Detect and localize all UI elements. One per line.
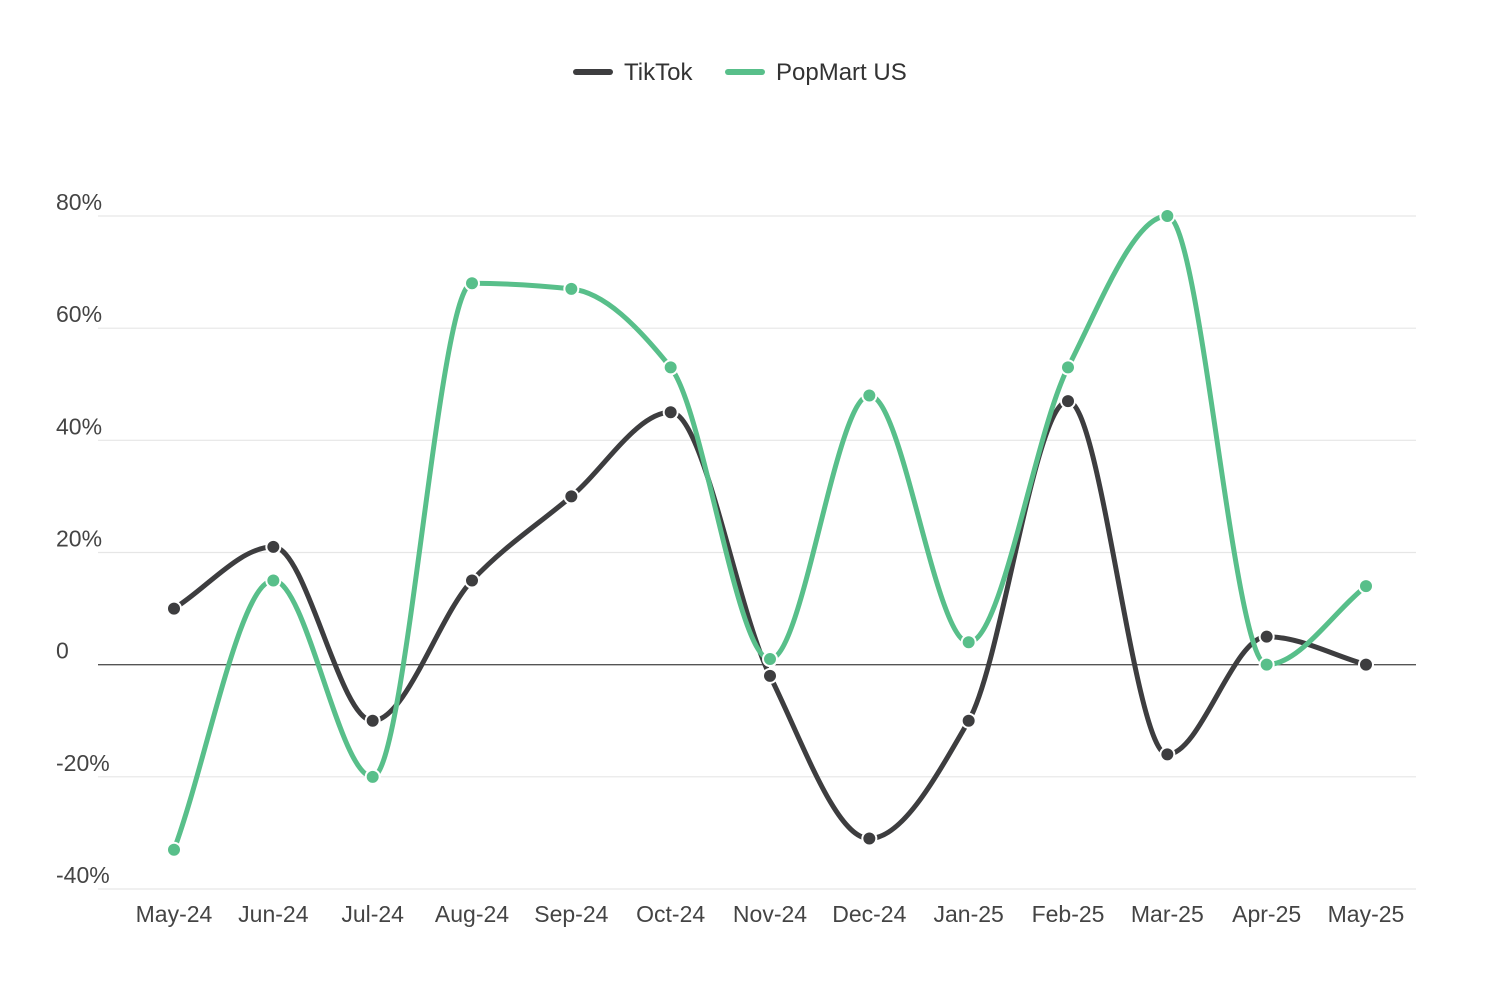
legend-label: TikTok	[624, 59, 693, 86]
series-line-popmart-us	[171, 213, 1369, 853]
data-point-tiktok[interactable]	[861, 830, 878, 847]
legend-item-tiktok[interactable]: TikTok	[573, 59, 693, 86]
x-tick-label: Jan-25	[934, 901, 1004, 927]
data-point-popmart-us[interactable]	[662, 359, 679, 376]
x-tick-label: Dec-24	[832, 901, 906, 927]
x-tick-label: Jul-24	[341, 901, 404, 927]
legend-label: PopMart US	[776, 59, 907, 86]
legend: TikTok PopMart US	[573, 59, 907, 86]
data-point-popmart-us[interactable]	[960, 634, 977, 651]
data-point-tiktok[interactable]	[1159, 746, 1176, 763]
y-tick-label: 40%	[56, 413, 102, 439]
x-tick-label: Apr-25	[1232, 901, 1301, 927]
x-tick-label: May-24	[136, 901, 213, 927]
data-point-tiktok[interactable]	[762, 667, 778, 684]
data-point-tiktok[interactable]	[166, 600, 182, 617]
data-point-popmart-us[interactable]	[1159, 208, 1176, 224]
data-point-tiktok[interactable]	[1358, 656, 1374, 673]
data-point-tiktok[interactable]	[662, 404, 679, 421]
x-tick-label: Jun-24	[238, 901, 309, 927]
x-tick-label: Sep-24	[534, 901, 608, 927]
data-point-tiktok[interactable]	[960, 712, 977, 729]
data-point-popmart-us[interactable]	[265, 572, 282, 589]
data-point-tiktok[interactable]	[563, 488, 580, 505]
x-axis: May-24 Jun-24 Jul-24 Aug-24 Sep-24 Oct-24 Nov-…	[136, 901, 1405, 927]
x-tick-label: May-25	[1328, 901, 1405, 927]
x-tick-label: Nov-24	[733, 901, 807, 927]
series-lines	[171, 213, 1369, 853]
x-tick-label: Feb-25	[1032, 901, 1105, 927]
grid-lines	[98, 215, 1416, 890]
x-tick-label: Oct-24	[636, 901, 705, 927]
y-tick-label: 80%	[56, 189, 102, 215]
data-point-popmart-us[interactable]	[464, 275, 480, 292]
x-tick-label: Mar-25	[1131, 901, 1204, 927]
y-tick-label: 60%	[56, 301, 102, 327]
data-point-tiktok[interactable]	[1060, 393, 1076, 410]
y-axis: -40% -20% 0 20% 40% 60% 80%	[56, 189, 110, 888]
data-point-tiktok[interactable]	[464, 572, 480, 589]
y-tick-label: -20%	[56, 750, 110, 776]
data-point-tiktok[interactable]	[1258, 628, 1275, 645]
y-tick-label: -40%	[56, 862, 110, 888]
y-tick-label: 20%	[56, 526, 102, 552]
legend-item-popmart-us[interactable]: PopMart US	[725, 59, 907, 86]
series-points	[166, 208, 1374, 858]
x-tick-label: Aug-24	[435, 901, 509, 927]
y-tick-label: 0	[56, 638, 69, 664]
data-point-popmart-us[interactable]	[364, 768, 381, 785]
data-point-tiktok[interactable]	[265, 538, 282, 555]
data-point-popmart-us[interactable]	[762, 651, 778, 668]
series-line-tiktok	[171, 398, 1369, 842]
data-point-popmart-us[interactable]	[1258, 656, 1275, 673]
data-point-popmart-us[interactable]	[166, 841, 182, 858]
data-point-popmart-us[interactable]	[1358, 578, 1374, 595]
data-point-popmart-us[interactable]	[1060, 359, 1076, 376]
data-point-popmart-us[interactable]	[861, 387, 878, 404]
data-point-popmart-us[interactable]	[563, 280, 580, 297]
data-point-tiktok[interactable]	[364, 712, 381, 729]
